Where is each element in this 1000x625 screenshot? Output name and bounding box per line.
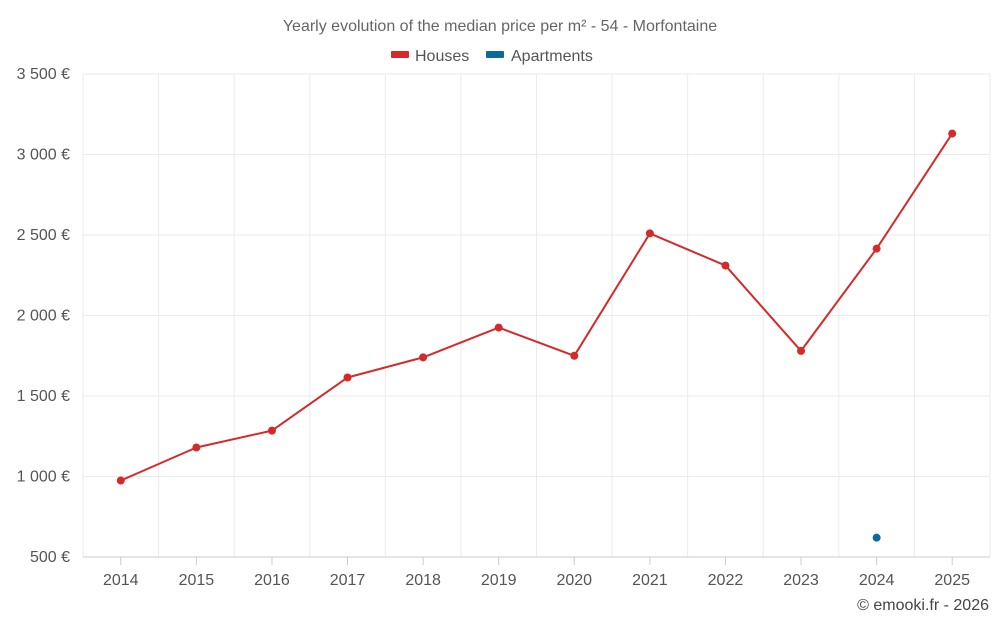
data-point-houses[interactable] xyxy=(116,476,125,485)
data-point-houses[interactable] xyxy=(645,229,654,238)
chart-title: Yearly evolution of the median price per… xyxy=(283,18,717,35)
data-point-houses[interactable] xyxy=(948,129,957,138)
credit-text: © emooki.fr - 2026 xyxy=(857,597,989,614)
data-point-houses[interactable] xyxy=(419,353,428,362)
x-axis-ticks: 2014 2015 2016 2017 2018 2019 2020 2021 2022 2023… xyxy=(103,557,970,589)
x-tick-label: 2020 xyxy=(556,572,592,589)
series xyxy=(116,129,957,542)
legend-swatch-houses xyxy=(391,51,409,58)
legend: Houses Apartments xyxy=(391,48,593,65)
data-point-houses[interactable] xyxy=(570,351,579,360)
data-point-houses[interactable] xyxy=(797,346,806,355)
y-tick-label: 1 000 € xyxy=(17,469,70,486)
x-tick-label: 2021 xyxy=(632,572,668,589)
x-tick-label: 2018 xyxy=(405,572,441,589)
x-tick-label: 2024 xyxy=(859,572,895,589)
data-point-houses[interactable] xyxy=(192,443,201,452)
y-tick-label: 500 € xyxy=(30,549,70,566)
y-tick-label: 1 500 € xyxy=(17,388,70,405)
legend-item-houses[interactable]: Houses xyxy=(391,48,469,65)
data-point-houses[interactable] xyxy=(872,244,881,253)
y-tick-label: 2 500 € xyxy=(17,227,70,244)
x-tick-label: 2019 xyxy=(481,572,517,589)
y-tick-label: 3 000 € xyxy=(17,147,70,164)
y-axis-ticks: 500 € 1 000 € 1 500 € 2 000 € 2 500 € 3 000 €… xyxy=(17,66,70,566)
x-tick-label: 2016 xyxy=(254,572,290,589)
data-point-houses[interactable] xyxy=(721,261,730,270)
legend-swatch-apartments xyxy=(486,51,504,58)
y-tick-label: 3 500 € xyxy=(17,66,70,83)
series-line-houses xyxy=(120,133,954,482)
x-tick-label: 2023 xyxy=(783,572,819,589)
x-tick-label: 2015 xyxy=(179,572,215,589)
legend-label-houses: Houses xyxy=(415,48,469,65)
x-tick-label: 2017 xyxy=(330,572,366,589)
legend-item-apartments[interactable]: Apartments xyxy=(486,48,593,65)
data-point-houses[interactable] xyxy=(494,323,503,332)
data-point-houses[interactable] xyxy=(343,373,352,382)
x-tick-label: 2022 xyxy=(708,572,744,589)
data-point-apartments[interactable] xyxy=(872,533,881,542)
y-tick-label: 2 000 € xyxy=(17,308,70,325)
x-tick-label: 2025 xyxy=(934,572,970,589)
data-point-houses[interactable] xyxy=(267,426,276,435)
gridlines xyxy=(82,73,991,558)
legend-label-apartments: Apartments xyxy=(511,48,593,65)
x-tick-label: 2014 xyxy=(103,572,139,589)
